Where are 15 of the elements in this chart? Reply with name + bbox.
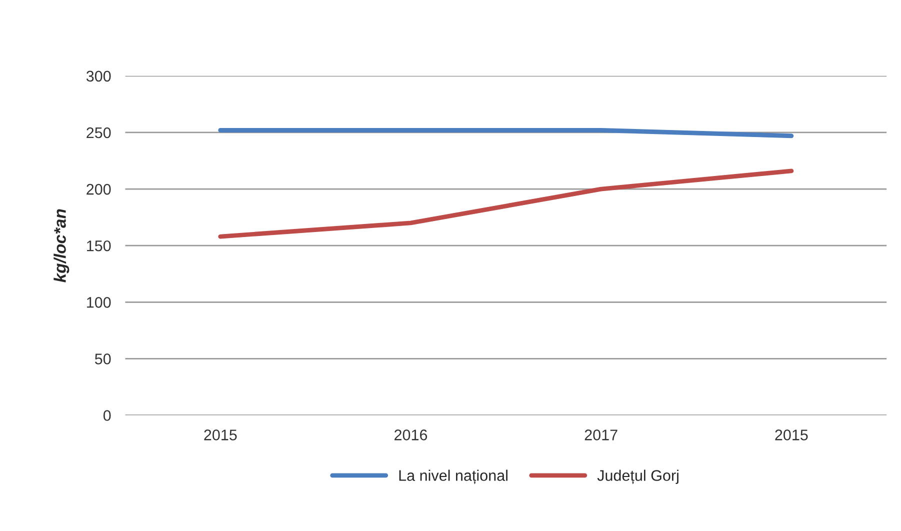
y-tick-label: 100 — [87, 297, 111, 308]
y-tick-label: 300 — [86, 70, 111, 82]
y-tick-label: 200 — [86, 184, 111, 195]
y-tick-label: 250 — [86, 127, 111, 138]
y-tick-label: 50 — [94, 354, 111, 364]
line-series — [218, 168, 794, 239]
x-tick-label: 2017 — [584, 430, 618, 440]
y-tick-label: 150 — [87, 240, 111, 252]
legend-label: Județul Gorj — [597, 470, 678, 484]
y-tick-label: 0 — [103, 410, 111, 421]
x-tick-label: 2015 — [775, 430, 808, 440]
x-tick-label: 2016 — [394, 430, 428, 440]
x-tick-label: 2015 — [204, 430, 237, 440]
y-axis-title: kg/loc*an — [54, 209, 70, 282]
legend-label: La nivel național — [399, 470, 508, 484]
